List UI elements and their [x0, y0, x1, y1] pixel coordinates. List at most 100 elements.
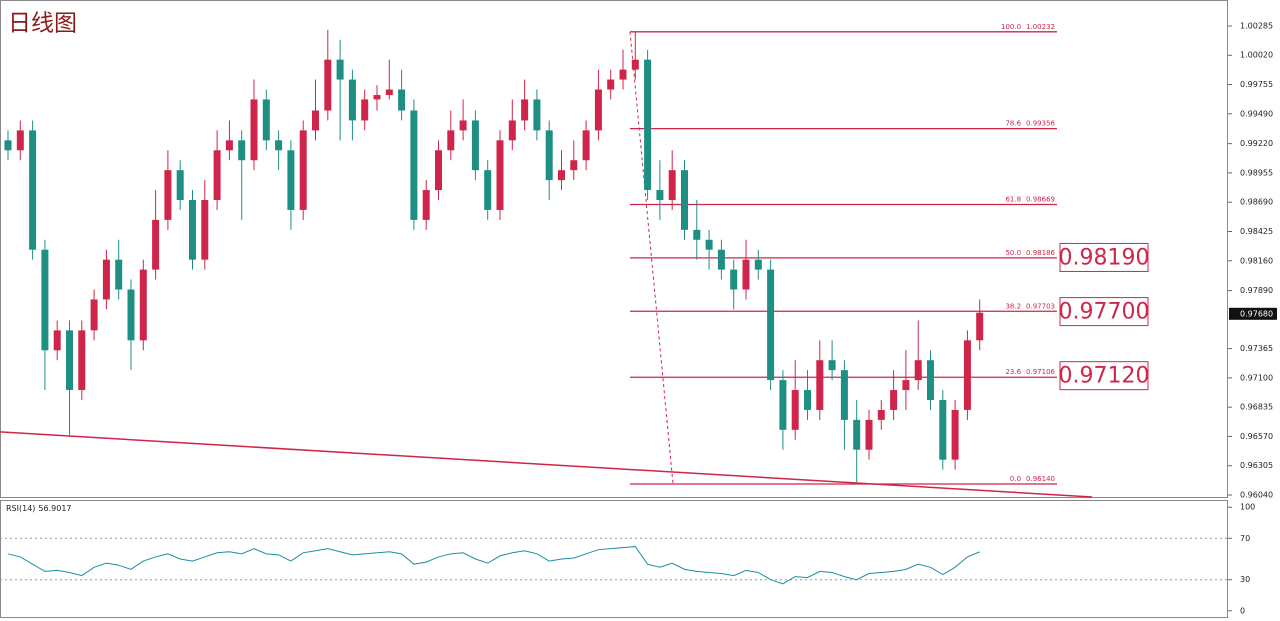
candle-body — [213, 150, 221, 200]
rsi-y-tick-label: 70 — [1240, 534, 1250, 543]
candle-body — [779, 380, 787, 430]
candle-body — [4, 140, 12, 151]
candle-body — [324, 59, 332, 111]
candle-body — [238, 140, 246, 161]
fib-price: 0.97106 — [1026, 368, 1055, 376]
price-label: 0.97120 — [1059, 364, 1150, 389]
candle-body — [656, 190, 664, 200]
candle-body — [385, 89, 393, 96]
candle-body — [508, 120, 516, 141]
fib-label: 23.6 0.97106 — [1005, 368, 1055, 376]
candle-body — [152, 219, 160, 270]
y-tick-label: 0.98955 — [1240, 168, 1273, 177]
y-tick-label: 0.96040 — [1240, 491, 1273, 500]
candle-body — [976, 312, 984, 341]
fib-label: 0.0 0.96140 — [1010, 475, 1055, 483]
fib-level: 38.2 — [1005, 302, 1021, 310]
candle-body — [447, 130, 455, 151]
y-tick-label: 0.99220 — [1240, 139, 1273, 148]
candle-body — [201, 199, 209, 260]
candle-body — [804, 390, 811, 410]
candle-body — [176, 170, 184, 200]
candle-body — [558, 170, 565, 181]
candle-body — [717, 249, 725, 270]
y-tick-label: 0.97890 — [1240, 286, 1273, 295]
price-label: 0.98190 — [1059, 245, 1150, 270]
candle-body — [963, 340, 971, 410]
rsi-name: RSI(14) — [6, 504, 35, 513]
y-tick-label: 0.97100 — [1240, 373, 1273, 382]
candle-body — [767, 269, 775, 381]
candle-body — [816, 360, 824, 410]
candle-body — [189, 199, 196, 260]
fib-price: 0.96140 — [1026, 475, 1055, 483]
fib-level: 50.0 — [1005, 249, 1021, 257]
candle-body — [890, 390, 898, 410]
fib-label: 61.8 0.98669 — [1005, 196, 1055, 204]
candle-body — [225, 140, 233, 151]
candle-body — [275, 140, 283, 151]
candle-body — [644, 59, 652, 191]
candle-body — [594, 89, 602, 131]
rsi-line — [7, 546, 980, 585]
candle-body — [853, 419, 861, 450]
rsi-y-tick-label: 0 — [1240, 606, 1245, 615]
fib-drag-line — [629, 31, 674, 485]
y-tick-label: 0.98425 — [1240, 227, 1273, 236]
fib-price: 1.00232 — [1026, 23, 1055, 31]
fib-level: 23.6 — [1005, 368, 1021, 376]
y-tick-label: 0.97365 — [1240, 344, 1273, 353]
fib-price: 0.97703 — [1026, 302, 1055, 310]
price-label-box — [1059, 297, 1149, 327]
price-label-box — [1059, 361, 1149, 391]
candle-body — [312, 110, 319, 131]
candle-body — [90, 299, 98, 331]
candle-body — [422, 190, 430, 220]
fib-price: 0.98669 — [1026, 196, 1055, 204]
price-label-box — [1059, 242, 1149, 272]
candle-body — [914, 360, 922, 381]
candle-body — [840, 370, 848, 420]
y-tick-label: 0.99755 — [1240, 80, 1273, 89]
candle-body — [373, 95, 381, 100]
candle-body — [754, 259, 762, 270]
candle-body — [53, 330, 61, 351]
candle-body — [471, 120, 479, 171]
candle-body — [41, 249, 49, 351]
candle-body — [299, 130, 307, 210]
fib-label: 78.6 0.99356 — [1005, 120, 1055, 128]
candle-body — [410, 110, 418, 220]
candle-body — [693, 229, 701, 240]
y-tick-label: 1.00020 — [1240, 51, 1273, 60]
fib-label: 50.0 0.98186 — [1005, 249, 1055, 257]
rsi-y-tick-label: 30 — [1240, 575, 1250, 584]
candle-body — [533, 99, 541, 131]
candle-body — [582, 130, 590, 161]
current-price-label: 0.97680 — [1240, 309, 1273, 318]
candle-body — [742, 259, 750, 290]
candle-body — [607, 79, 615, 90]
trendline — [0, 431, 1093, 498]
y-tick-label: 0.98160 — [1240, 256, 1273, 265]
candle-body — [115, 259, 123, 290]
rsi-last-value: 56.9017 — [38, 504, 71, 513]
y-tick-label: 1.00285 — [1240, 21, 1273, 30]
candle-body — [828, 360, 836, 371]
price-label: 0.97700 — [1059, 300, 1150, 325]
y-tick-label: 0.96570 — [1240, 432, 1273, 441]
candle-body — [545, 130, 553, 181]
candle-body — [102, 259, 110, 300]
candle-body — [705, 239, 713, 250]
candle-body — [865, 419, 873, 450]
candle-body — [66, 330, 73, 391]
candle-body — [435, 150, 442, 191]
candle-body — [127, 289, 135, 341]
chart-title: 日线图 — [8, 11, 77, 37]
y-tick-label: 0.99490 — [1240, 109, 1273, 118]
candle-body — [287, 150, 295, 210]
candle-body — [398, 89, 406, 111]
fib-price: 0.98186 — [1026, 249, 1055, 257]
candle-body — [348, 79, 356, 121]
